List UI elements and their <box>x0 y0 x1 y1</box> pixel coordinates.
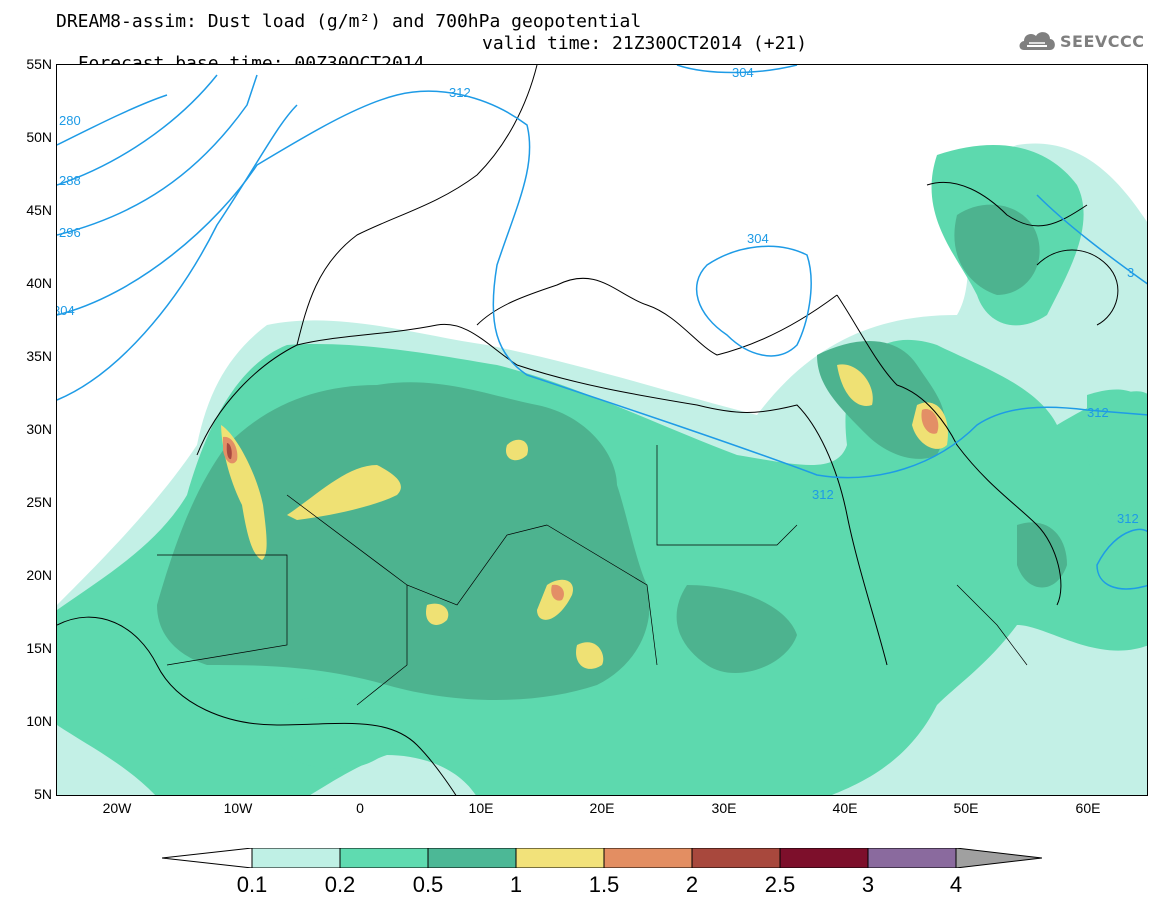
lat-tick-label: 45N <box>26 202 52 218</box>
lat-tick-label: 30N <box>26 421 52 437</box>
lat-tick-label: 10N <box>26 713 52 729</box>
colorbar-low-arrow <box>162 848 253 868</box>
colorbar <box>162 848 1042 868</box>
colorbar-bin <box>603 848 693 868</box>
colorbar-bin <box>515 848 605 868</box>
lon-tick-label: 10W <box>223 800 253 816</box>
colorbar-high-arrow <box>955 848 1042 868</box>
colorbar-label: 2.5 <box>764 872 796 897</box>
colorbar-label: 0.2 <box>324 872 356 897</box>
contour-label: 280 <box>59 113 81 128</box>
colorbar-label: 0.1 <box>236 872 268 897</box>
colorbar-label: 2 <box>685 872 699 897</box>
contour-label: 304 <box>732 65 754 80</box>
lat-tick-label: 50N <box>26 129 52 145</box>
contour-label: 296 <box>59 225 81 240</box>
colorbar-bin <box>251 848 341 868</box>
dust-load-map: 280 288 296 304 312 304 312 312 304 312 … <box>56 64 1148 796</box>
lat-tick-label: 55N <box>26 56 52 72</box>
lat-tick-label: 40N <box>26 275 52 291</box>
seevccc-logo: SEEVCCC <box>1016 26 1156 58</box>
country-borders <box>157 445 1028 706</box>
dust-field-peak <box>223 409 939 601</box>
lat-tick-label: 20N <box>26 567 52 583</box>
colorbar-bin <box>691 848 781 868</box>
lat-tick-label: 15N <box>26 640 52 656</box>
lat-tick-label: 35N <box>26 348 52 364</box>
contour-labels: 280 288 296 304 312 304 312 312 304 312 … <box>57 65 1139 526</box>
contour-label: 312 <box>1117 511 1139 526</box>
cloud-icon <box>1019 32 1055 50</box>
coastlines <box>57 65 1119 795</box>
colorbar-bin <box>867 848 957 868</box>
lon-tick-label: 20W <box>102 800 132 816</box>
logo-text: SEEVCCC <box>1060 32 1145 51</box>
geopotential-contours <box>57 65 1147 590</box>
colorbar-bin <box>339 848 429 868</box>
colorbar-bin <box>427 848 517 868</box>
valid-time: valid time: 21Z30OCT2014 (+21) <box>482 33 808 54</box>
colorbar-bin <box>779 848 869 868</box>
lon-tick-label: 20E <box>589 800 615 816</box>
lon-tick-label: 30E <box>711 800 737 816</box>
contour-label: 3 <box>1127 265 1134 280</box>
colorbar-label: 1 <box>509 872 523 897</box>
lon-tick-label: 0 <box>356 800 364 816</box>
lon-tick-label: 50E <box>953 800 979 816</box>
map-canvas: 280 288 296 304 312 304 312 312 304 312 … <box>57 65 1147 795</box>
colorbar-label: 1.5 <box>588 872 620 897</box>
lon-tick-label: 60E <box>1075 800 1101 816</box>
lon-tick-label: 10E <box>468 800 494 816</box>
contour-label: 304 <box>57 303 75 318</box>
contour-label: 312 <box>812 487 834 502</box>
contour-label: 312 <box>449 85 471 100</box>
lon-tick-label: 40E <box>832 800 858 816</box>
contour-label: 312 <box>1087 405 1109 420</box>
contour-label: 304 <box>747 231 769 246</box>
colorbar-label: 4 <box>949 872 963 897</box>
map-title: DREAM8-assim: Dust load (g/m²) and 700hP… <box>56 11 642 32</box>
contour-label: 288 <box>59 173 81 188</box>
lat-tick-label: 25N <box>26 494 52 510</box>
colorbar-label: 0.5 <box>412 872 444 897</box>
colorbar-label: 3 <box>861 872 875 897</box>
lat-tick-label: 5N <box>34 786 52 802</box>
